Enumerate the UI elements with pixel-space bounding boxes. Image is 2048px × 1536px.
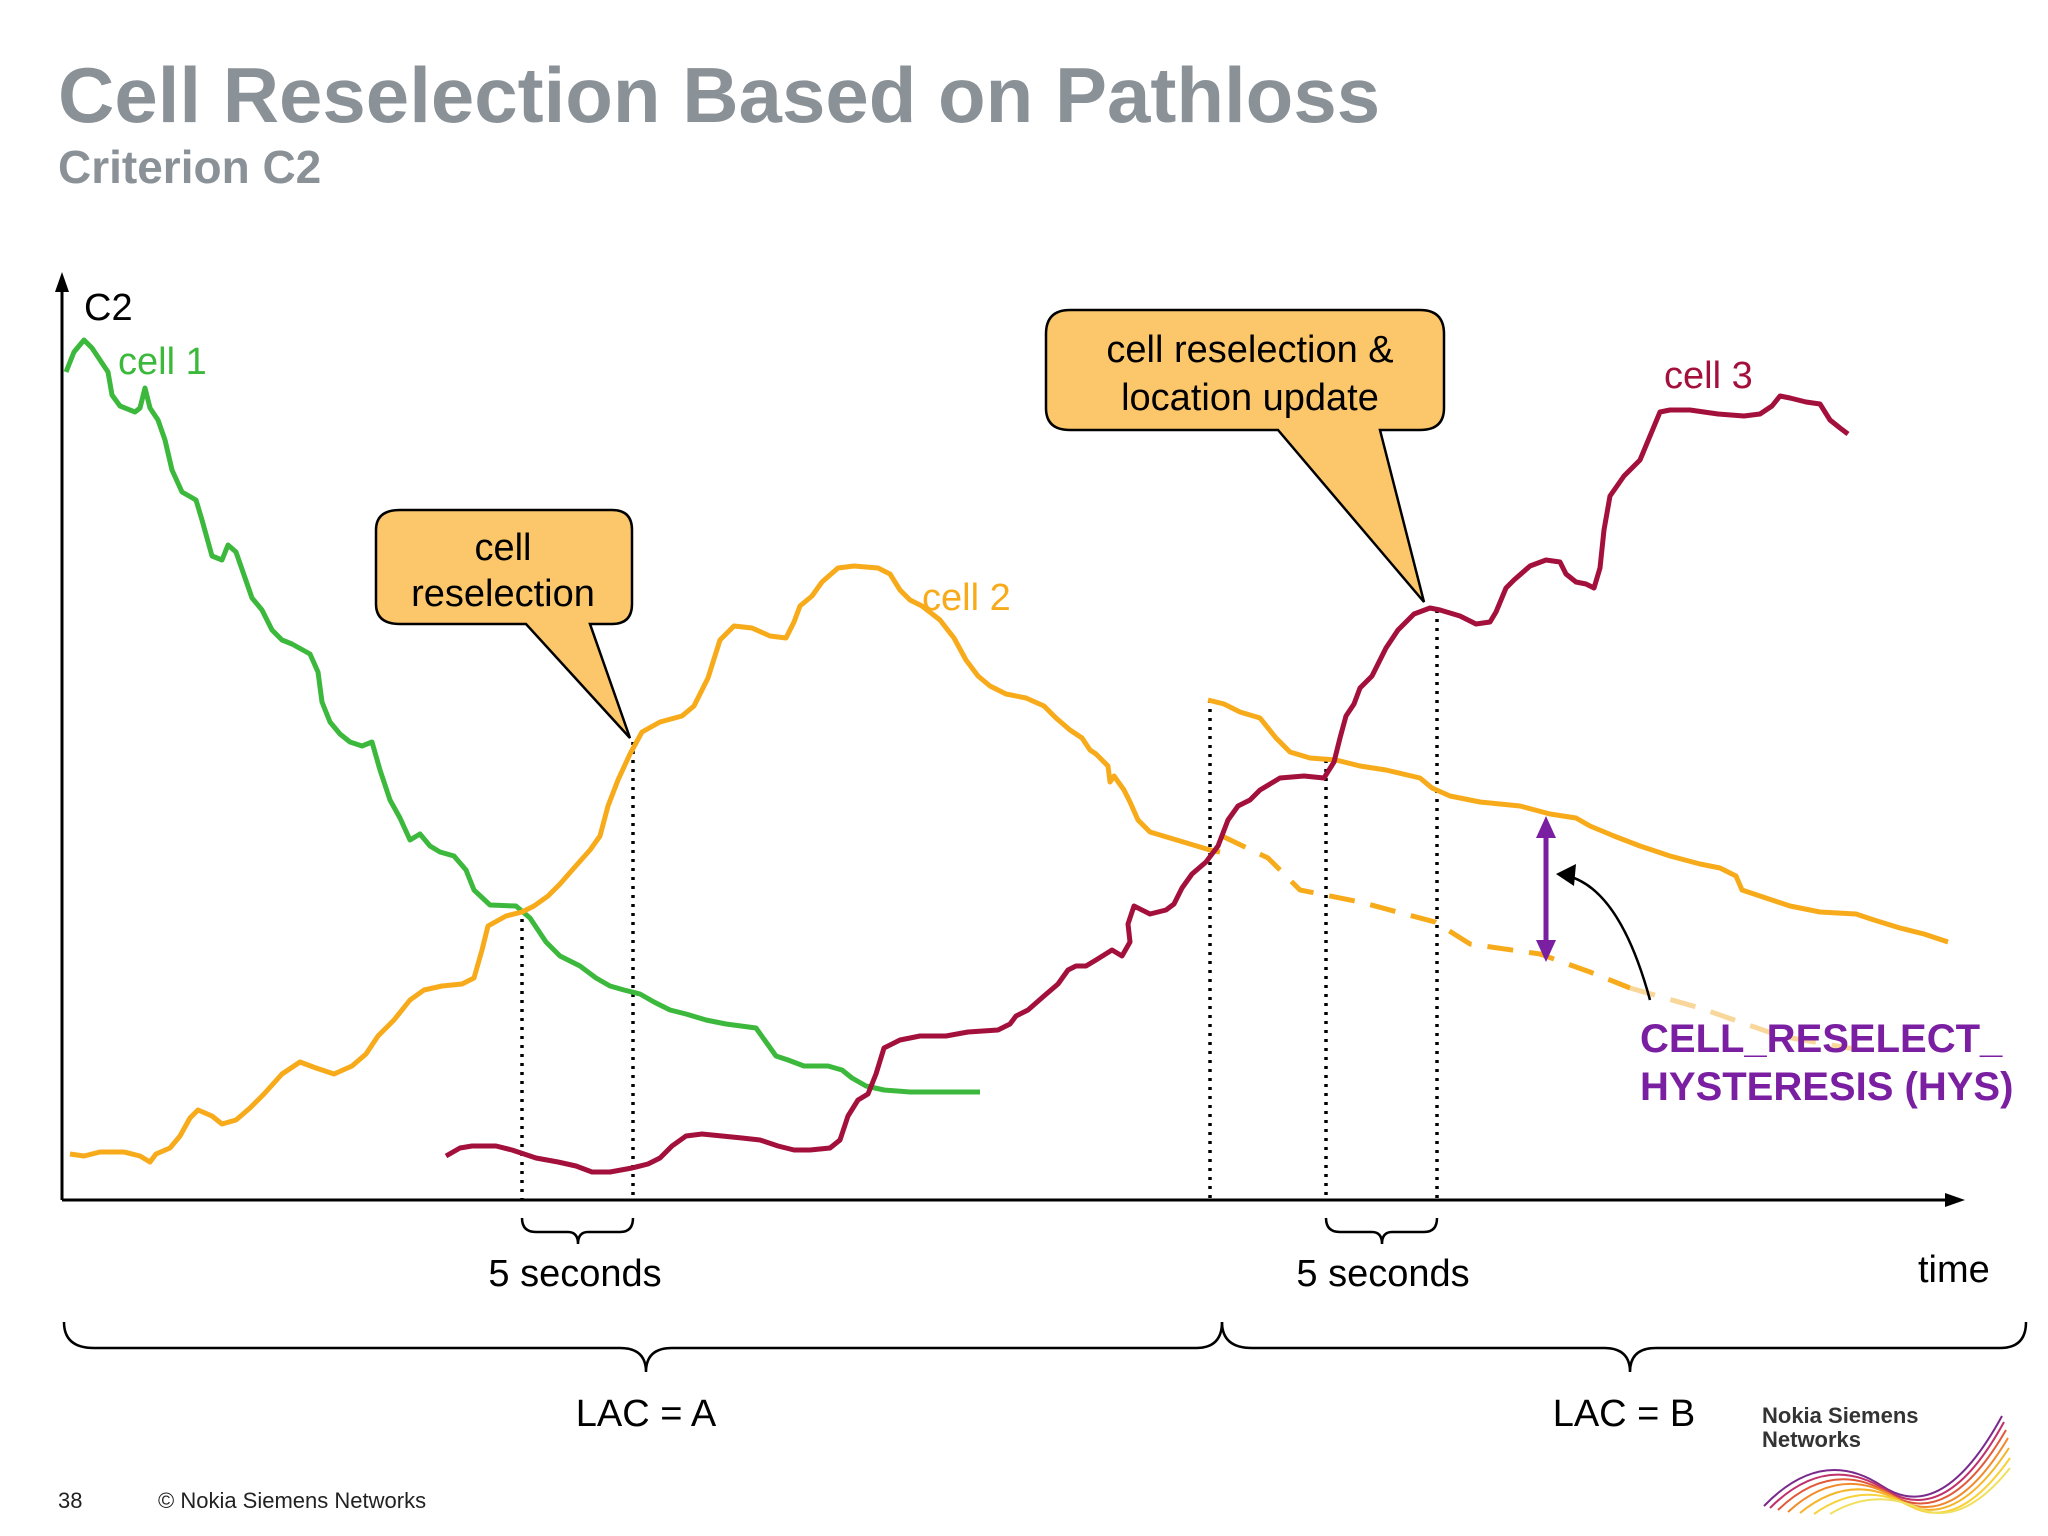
copyright: © Nokia Siemens Networks [158,1488,427,1513]
cell3-curve [444,393,1850,1175]
lac-b-label: LAC = B [1553,1393,1696,1435]
x-axis-arrow-icon [1945,1193,1965,1207]
cell3-label: cell 3 [1664,355,1753,397]
logo-line-1: Nokia Siemens [1762,1403,1919,1428]
callout-2-line-1: cell reselection & [1106,329,1393,371]
logo-line-2: Networks [1762,1427,1862,1452]
page-number: 38 [58,1488,83,1513]
lac-b-brace [1220,1321,2028,1373]
hysteresis-arrow-down-icon [1536,940,1556,962]
lac-a-brace [62,1321,1224,1373]
cell1-curve [63,337,980,1095]
hysteresis-label-line-1: CELL_RESELECT_ [1640,1017,2003,1061]
interval-label-2: 5 seconds [1296,1253,1469,1295]
cell2-curve-second-segment [1207,697,1949,945]
interval-brace-2 [1324,1217,1439,1245]
logo-wave-icon [1763,1415,2011,1515]
cell2-label: cell 2 [922,577,1011,619]
callout-1-line-2: reselection [411,573,595,615]
hysteresis-pointer-arrow [1567,874,1652,1001]
hysteresis-arrow-up-icon [1536,816,1556,838]
cell1-label: cell 1 [118,341,207,383]
cell2-dashed-continuation [1220,833,1631,991]
slide-title: Cell Reselection Based on Pathloss [58,51,1381,139]
x-axis-label: time [1918,1249,1990,1291]
hysteresis-label-line-2: HYSTERESIS (HYS) [1640,1065,2013,1109]
slide-subtitle: Criterion C2 [58,141,322,193]
callout-2-line-2: location update [1121,377,1379,419]
interval-brace-1 [520,1217,635,1245]
callout-1-line-1: cell [474,527,531,569]
y-axis-label: C2 [84,287,133,329]
lac-a-label: LAC = A [576,1393,717,1435]
y-axis-arrow-icon [55,272,69,292]
pointer-arrow-head-icon [1556,864,1576,886]
company-logo: Nokia Siemens Networks [1762,1396,2012,1516]
interval-label-1: 5 seconds [488,1253,661,1295]
callout-cell-reselection-location-update [1044,308,1446,603]
cell2-curve [69,563,1221,1165]
callout-cell-reselection [374,508,634,739]
logo-text: Nokia Siemens Networks [1762,1404,1919,1452]
